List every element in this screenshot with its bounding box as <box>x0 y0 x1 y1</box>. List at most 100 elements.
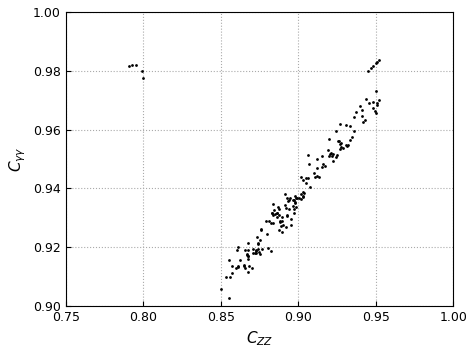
Point <box>254 240 262 246</box>
Point <box>315 174 323 180</box>
Point <box>358 113 365 119</box>
Point <box>351 114 358 120</box>
Point <box>322 163 329 168</box>
Point <box>283 212 291 218</box>
Point <box>306 162 313 167</box>
Point <box>318 165 325 170</box>
Point <box>126 64 133 69</box>
Point <box>304 152 311 158</box>
Point <box>337 141 344 146</box>
Point <box>291 199 299 204</box>
Point <box>286 195 293 201</box>
Point <box>348 135 356 140</box>
Point <box>306 184 314 190</box>
Point <box>138 69 146 74</box>
Point <box>356 103 364 109</box>
Point <box>290 203 297 209</box>
Point <box>256 251 264 257</box>
Point <box>367 66 375 71</box>
Point <box>269 220 277 226</box>
Point <box>337 146 344 152</box>
Point <box>273 214 280 220</box>
Point <box>299 177 307 182</box>
Point <box>222 274 230 279</box>
Point <box>268 211 276 216</box>
Point <box>298 175 305 180</box>
Point <box>269 201 277 207</box>
Point <box>337 140 344 146</box>
Point <box>299 194 307 200</box>
Point <box>292 204 300 210</box>
Point <box>344 142 352 148</box>
Point <box>256 237 264 243</box>
Point <box>241 247 248 253</box>
Point <box>329 159 337 164</box>
Point <box>275 212 283 218</box>
Point <box>369 64 376 69</box>
Point <box>359 107 366 113</box>
Point <box>297 191 305 197</box>
Point <box>279 222 287 228</box>
Point <box>254 241 262 247</box>
Point <box>327 150 335 155</box>
Point <box>275 206 283 211</box>
Point <box>343 122 350 127</box>
Point <box>265 218 273 224</box>
Point <box>276 219 283 225</box>
Point <box>285 206 292 212</box>
Point <box>132 62 139 68</box>
Point <box>234 263 241 269</box>
Point <box>249 250 257 256</box>
Point <box>346 123 354 129</box>
Point <box>228 270 236 276</box>
Point <box>258 227 265 233</box>
Point <box>339 146 346 151</box>
Point <box>302 180 310 185</box>
Point <box>287 223 294 228</box>
Point <box>343 142 350 147</box>
Point <box>245 253 252 259</box>
Point <box>279 214 286 220</box>
Point <box>282 224 290 230</box>
Point <box>252 247 260 253</box>
Point <box>226 295 233 301</box>
Point <box>275 227 283 233</box>
Point <box>288 217 295 222</box>
Point <box>295 195 303 200</box>
Point <box>364 68 372 73</box>
Point <box>351 129 358 134</box>
Point <box>300 189 307 195</box>
Point <box>319 153 326 159</box>
Point <box>372 110 380 116</box>
Point <box>236 258 244 263</box>
Point <box>273 210 281 215</box>
Point <box>257 226 264 232</box>
Point <box>372 88 379 93</box>
Point <box>279 229 286 235</box>
Point <box>365 100 373 106</box>
Point <box>337 121 344 127</box>
Point <box>290 211 298 216</box>
Point <box>369 105 377 111</box>
Point <box>372 61 380 66</box>
Point <box>244 247 252 253</box>
Point <box>302 175 310 181</box>
Point <box>263 218 270 224</box>
Point <box>375 97 383 103</box>
Point <box>292 193 299 198</box>
Point <box>362 96 370 102</box>
Point <box>281 203 289 208</box>
Point <box>330 152 337 157</box>
Point <box>254 235 261 240</box>
Point <box>272 212 279 217</box>
Point <box>243 251 251 257</box>
Point <box>248 266 256 271</box>
Point <box>283 195 291 200</box>
Point <box>249 246 257 252</box>
Point <box>310 170 318 175</box>
Point <box>228 263 236 268</box>
Point <box>283 205 290 211</box>
Point <box>304 176 312 181</box>
Point <box>371 108 379 114</box>
Point <box>267 220 275 225</box>
